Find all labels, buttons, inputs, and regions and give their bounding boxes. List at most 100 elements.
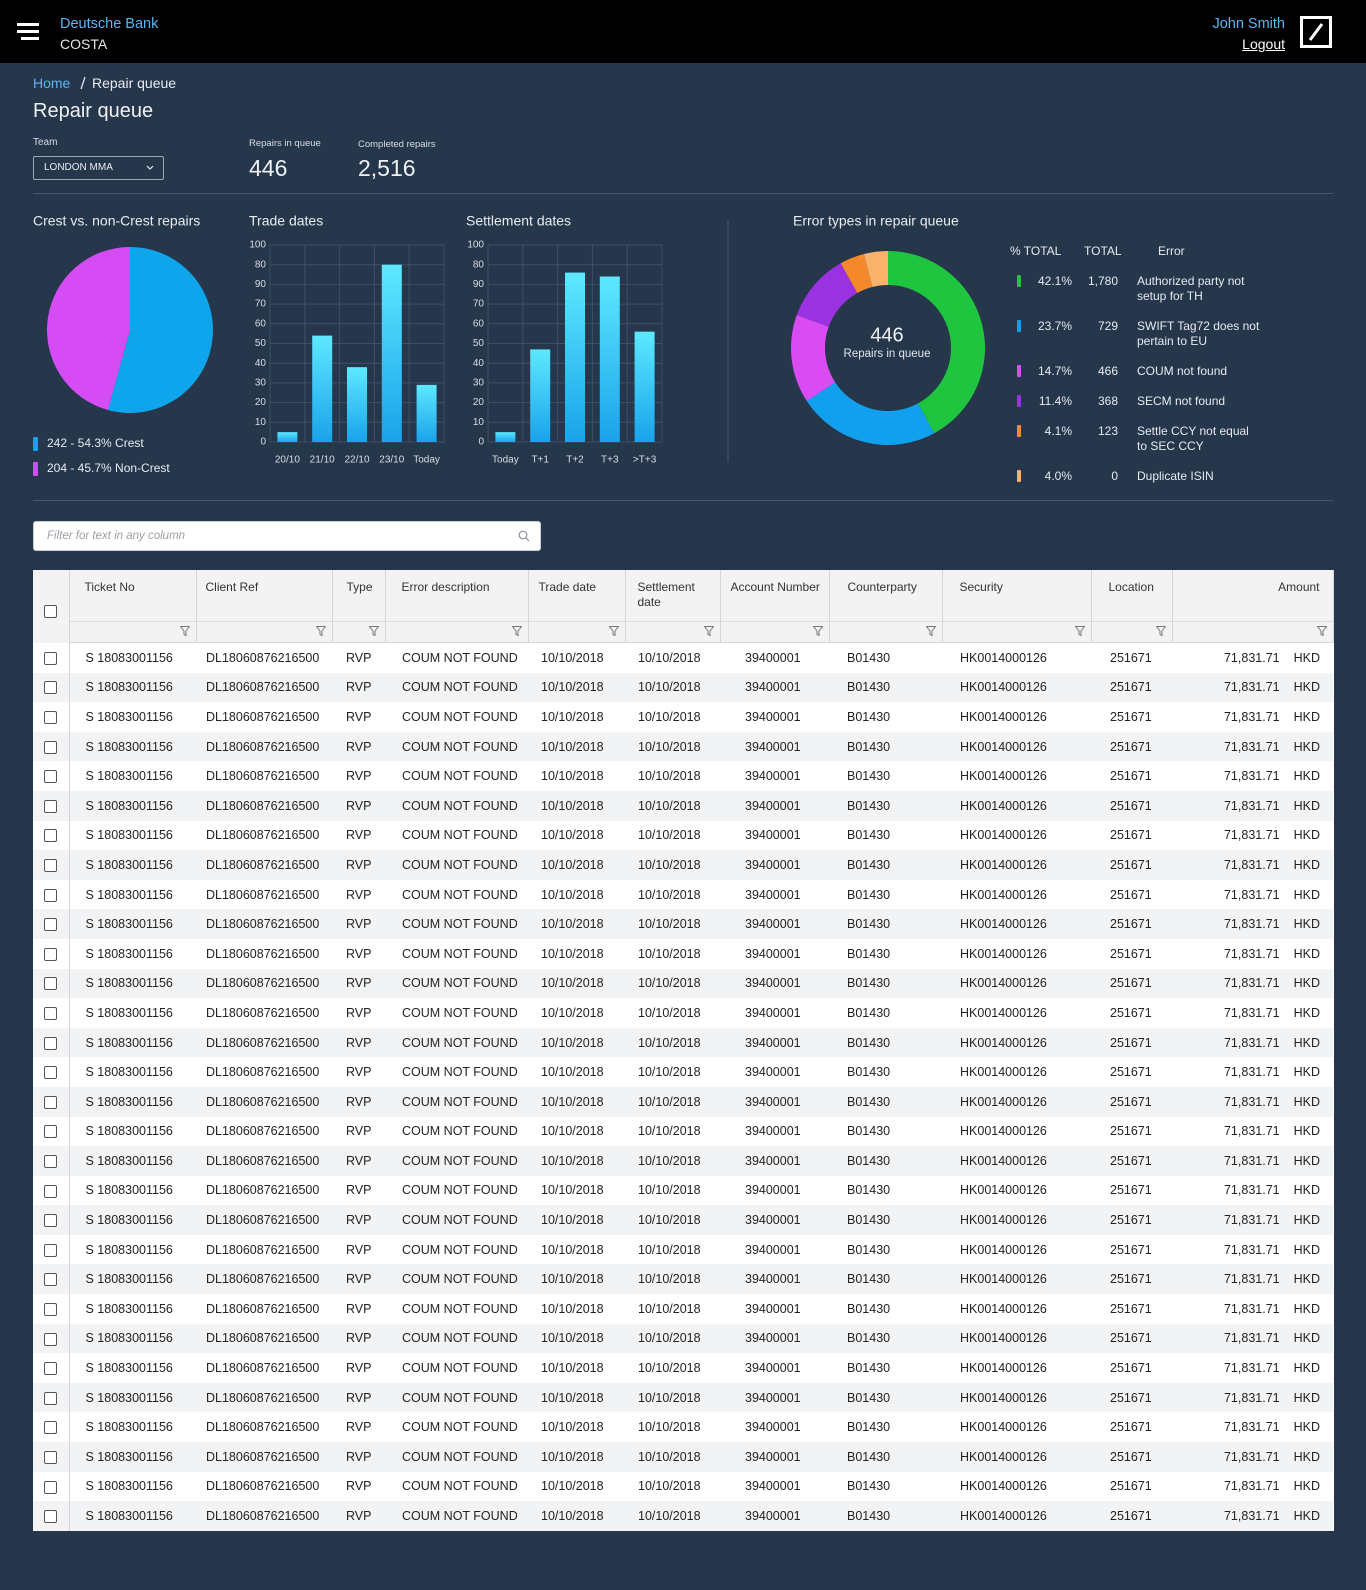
- filter-icon[interactable]: [924, 626, 937, 637]
- row-checkbox[interactable]: [44, 977, 58, 991]
- row-checkbox[interactable]: [44, 829, 58, 843]
- table-cell: COUM NOT FOUND: [402, 1479, 518, 1494]
- filter-icon[interactable]: [314, 626, 327, 637]
- legend-swatch: [1017, 395, 1021, 407]
- filter-icon[interactable]: [1154, 626, 1167, 637]
- table-cell: RVP: [346, 650, 372, 665]
- filter-icon[interactable]: [178, 626, 191, 637]
- table-cell: HK0014000126: [960, 1005, 1047, 1020]
- amount: 71,831.71: [1223, 1449, 1280, 1464]
- column-filter: [528, 621, 626, 643]
- legend-error: Authorized party not setup for TH: [1137, 274, 1245, 303]
- table-cell: S 18083001156: [85, 1479, 173, 1494]
- column-header: Location: [1091, 570, 1173, 622]
- row-checkbox-cell: [33, 1264, 70, 1295]
- filter-icon[interactable]: [1315, 626, 1328, 637]
- table-cell: S 18083001156: [69, 1086, 196, 1117]
- amount: 71,831.71: [1223, 769, 1280, 784]
- breadcrumb-link[interactable]: Home: [33, 75, 71, 91]
- currency: HKD: [1293, 917, 1320, 932]
- row-checkbox[interactable]: [44, 1007, 58, 1021]
- table-cell: 10/10/2018: [528, 1264, 625, 1295]
- row-checkbox[interactable]: [44, 711, 58, 725]
- table-cell: 10/10/2018: [638, 1124, 701, 1139]
- table-cell: 251671: [1091, 1146, 1172, 1176]
- table-cell: B01430: [847, 946, 891, 961]
- legend-gap: [1005, 469, 1017, 484]
- row-checkbox[interactable]: [44, 770, 58, 784]
- table-cell: HK0014000126: [960, 1183, 1047, 1198]
- table-cell: S 18083001156: [69, 1205, 196, 1235]
- row-checkbox[interactable]: [44, 1273, 58, 1287]
- table-cell: COUM NOT FOUND: [402, 650, 518, 665]
- filter-icon[interactable]: [1073, 626, 1086, 637]
- amount-cell: 71,831.71 HKD: [1172, 1057, 1333, 1087]
- row-checkbox[interactable]: [44, 1302, 58, 1316]
- table-cell: 39400001: [745, 1301, 801, 1316]
- select-all-checkbox[interactable]: [44, 604, 58, 618]
- row-checkbox[interactable]: [44, 1480, 58, 1494]
- row-checkbox[interactable]: [44, 740, 58, 754]
- row-checkbox[interactable]: [44, 681, 58, 695]
- table-cell: 10/10/2018: [528, 1146, 625, 1176]
- table-cell: 39400001: [745, 1420, 801, 1435]
- table-cell: S 18083001156: [69, 1382, 196, 1413]
- row-checkbox[interactable]: [44, 888, 58, 902]
- row-checkbox[interactable]: [44, 1421, 58, 1435]
- filter-input[interactable]: Filter for text in any column: [33, 521, 541, 551]
- row-checkbox[interactable]: [44, 1450, 58, 1464]
- table-cell: S 18083001156: [85, 1361, 173, 1376]
- row-checkbox[interactable]: [44, 859, 58, 873]
- amount-cell: 71,831.71 HKD: [1172, 880, 1333, 910]
- legend-swatch: [1017, 470, 1021, 482]
- filter-icon[interactable]: [367, 626, 380, 637]
- table-cell: COUM NOT FOUND: [402, 946, 518, 961]
- table-cell: HK0014000126: [942, 1501, 1091, 1531]
- logout-link[interactable]: Logout: [1242, 36, 1285, 52]
- row-checkbox[interactable]: [44, 799, 58, 813]
- row-checkbox[interactable]: [44, 1362, 58, 1376]
- y-tick-label: 30: [255, 378, 267, 389]
- row-checkbox[interactable]: [44, 1066, 58, 1080]
- table-cell: B01430: [847, 1420, 891, 1435]
- row-checkbox[interactable]: [44, 1391, 58, 1405]
- table-cell: DL18060876216500: [196, 1501, 332, 1531]
- filter-icon[interactable]: [811, 626, 824, 637]
- pie-slice: [47, 246, 130, 410]
- amount-cell: 71,831.71 HKD: [1172, 1294, 1333, 1324]
- row-checkbox[interactable]: [44, 1036, 58, 1050]
- amount-cell: 71,831.71 HKD: [1172, 850, 1333, 880]
- table-cell: 10/10/2018: [638, 1420, 701, 1435]
- amount: 71,831.71: [1223, 1213, 1280, 1228]
- row-checkbox[interactable]: [44, 947, 58, 961]
- row-checkbox[interactable]: [44, 651, 58, 665]
- filter-icon[interactable]: [702, 626, 715, 637]
- team-select[interactable]: LONDON MMA: [33, 156, 164, 180]
- table-cell: S 18083001156: [85, 1124, 173, 1139]
- filter-icon[interactable]: [607, 626, 620, 637]
- table-cell: S 18083001156: [85, 1065, 173, 1080]
- table-cell: 39400001: [745, 946, 801, 961]
- row-checkbox[interactable]: [44, 1095, 58, 1109]
- donut-segment: [796, 263, 858, 327]
- table-cell: HK0014000126: [960, 1361, 1047, 1376]
- row-checkbox[interactable]: [44, 918, 58, 932]
- row-checkbox[interactable]: [44, 1214, 58, 1228]
- row-checkbox[interactable]: [44, 1154, 58, 1168]
- legend-row: 23.7% 729 SWIFT Tag72 does not pertain to …: [1005, 319, 1262, 364]
- column-header: Account Number: [720, 570, 830, 622]
- row-checkbox[interactable]: [44, 1184, 58, 1198]
- row-checkbox[interactable]: [44, 1332, 58, 1346]
- table-cell: COUM NOT FOUND: [385, 1086, 528, 1117]
- table-cell: DL18060876216500: [196, 909, 332, 939]
- menu-icon[interactable]: [17, 22, 39, 40]
- row-checkbox[interactable]: [44, 1125, 58, 1139]
- y-tick-label: 0: [260, 437, 266, 448]
- row-checkbox[interactable]: [44, 1510, 58, 1524]
- filter-icon[interactable]: [510, 626, 523, 637]
- table-row: S 18083001156 DL18060876216500 RVP COUM NOT…: [33, 642, 1333, 673]
- table-cell: 251671: [1110, 1065, 1152, 1080]
- y-tick-label: 100: [467, 240, 484, 251]
- row-checkbox[interactable]: [44, 1243, 58, 1257]
- amount-cell: 71,831.71 HKD: [1172, 1323, 1333, 1354]
